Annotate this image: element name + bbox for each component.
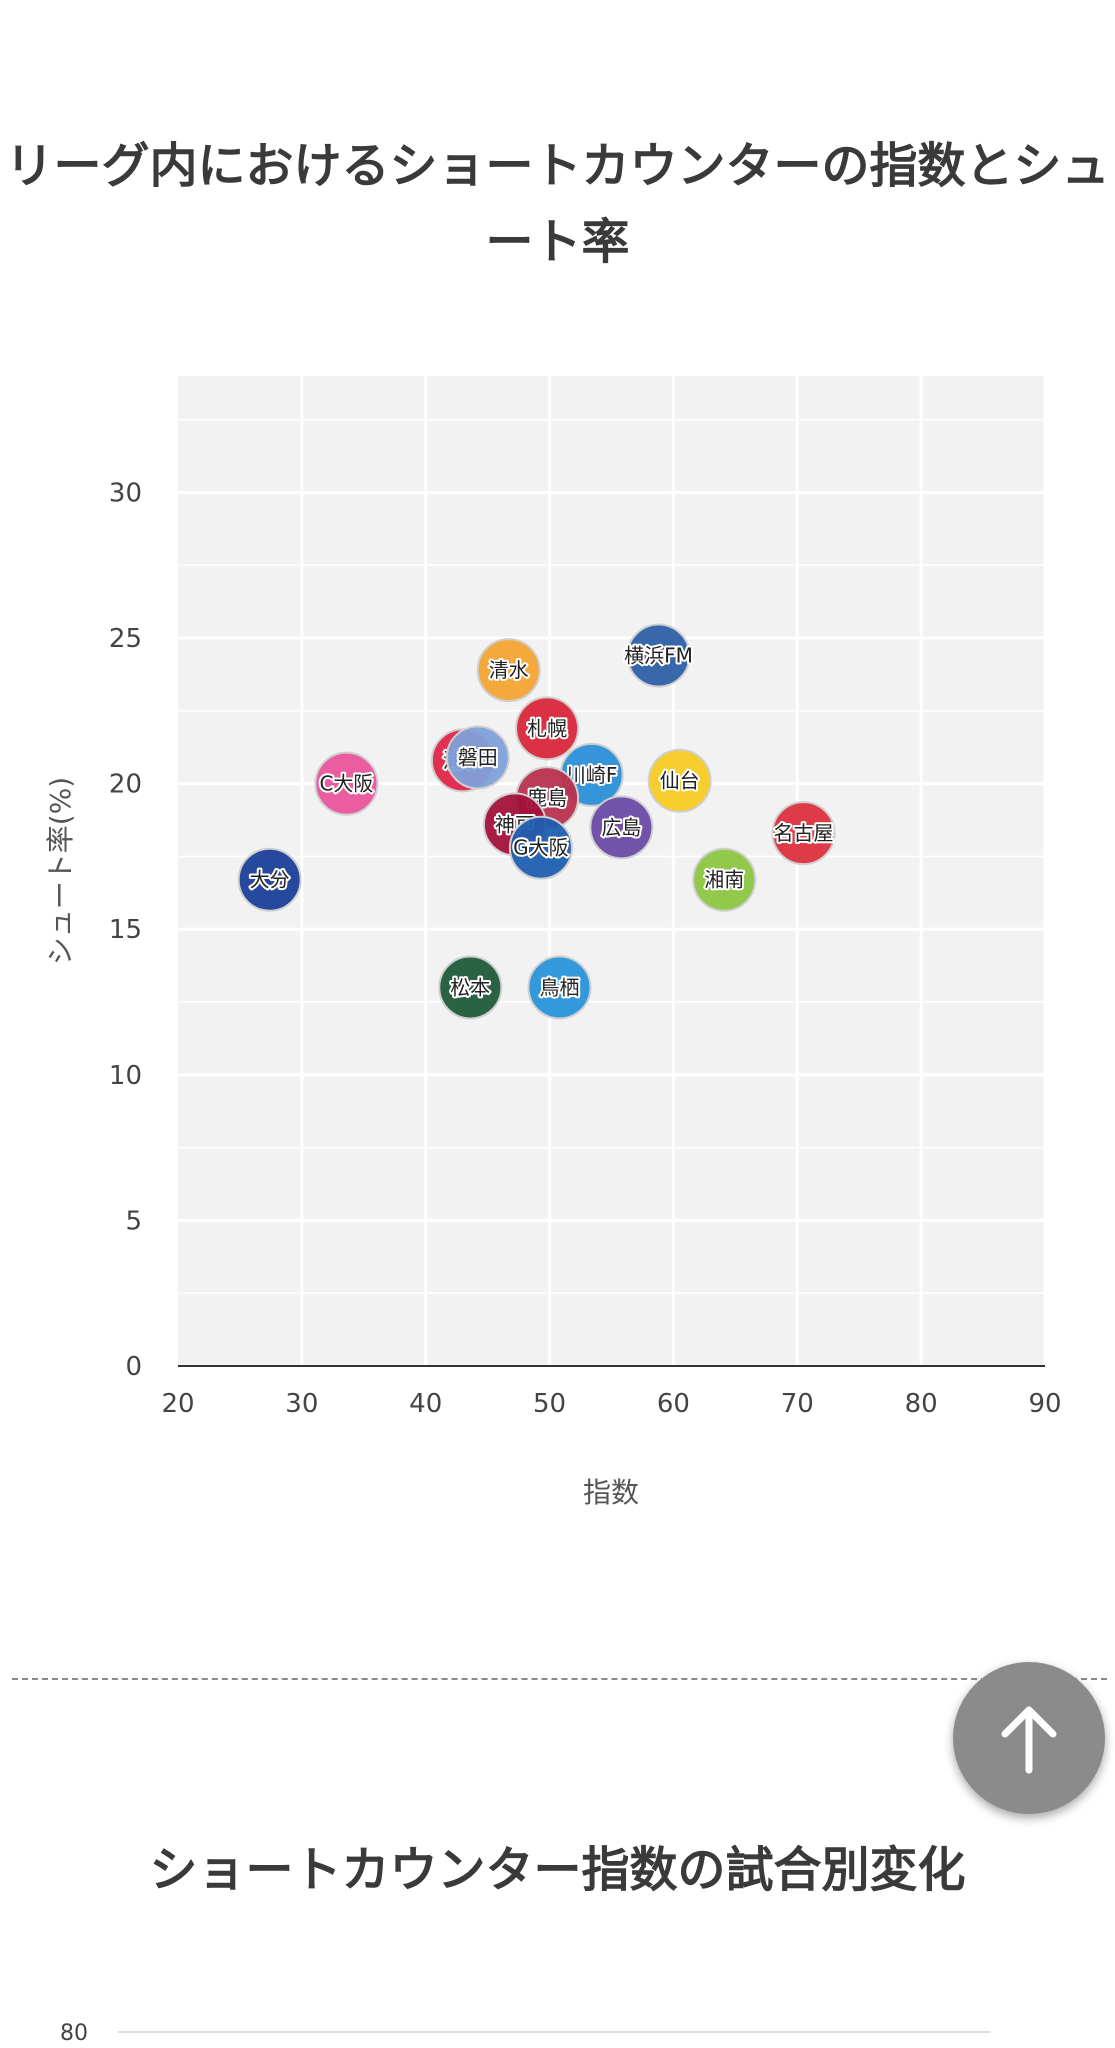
data-point-marker <box>476 638 541 703</box>
plot-background <box>178 376 1045 1366</box>
line-chart-ticks: 80 <box>60 2021 990 2046</box>
data-point-label: 広島 <box>601 815 641 839</box>
x-tick-label: 80 <box>905 1389 938 1419</box>
data-point-label: 横浜FM <box>624 644 693 668</box>
data-point-marker <box>647 748 712 813</box>
y-tick-label: 30 <box>109 478 142 508</box>
x-axis-title: 指数 <box>583 1476 639 1509</box>
chart-title: リーグ内におけるショートカウンターの指数とシュート率 <box>5 138 1110 270</box>
data-point-label: 鳥栖 <box>539 975 579 999</box>
data-point-marker <box>626 623 691 688</box>
x-tick-label: 60 <box>657 1389 690 1419</box>
x-tick-label: 90 <box>1028 1389 1061 1419</box>
data-point-marker <box>527 955 592 1020</box>
data-point-marker <box>314 751 379 816</box>
section-title: ショートカウンター指数の試合別変化 <box>149 1842 966 1898</box>
data-point-marker <box>692 847 757 912</box>
y-tick-label: 5 <box>125 1206 142 1236</box>
data-point-label: G大阪 <box>513 836 569 860</box>
data-point-marker <box>508 815 573 880</box>
y-axis-title: シュート率(%) <box>44 777 77 965</box>
data-point-label: 名古屋 <box>773 821 833 845</box>
scroll-to-top-button[interactable] <box>953 1662 1105 1814</box>
data-point[interactable]: 横浜FM <box>622 623 695 688</box>
data-point-marker <box>589 795 654 860</box>
data-point-marker <box>515 696 580 761</box>
y-tick-label: 80 <box>60 2021 88 2046</box>
line-chart-partial: 80 <box>60 2021 990 2046</box>
data-point[interactable]: 湘南 <box>692 847 757 912</box>
data-point-label: 湘南 <box>704 868 744 892</box>
data-point-marker <box>438 955 503 1020</box>
data-point[interactable]: 磐田 <box>445 725 510 790</box>
data-point-label: 仙台 <box>660 769 700 793</box>
data-point-label: 松本 <box>450 975 490 999</box>
data-point[interactable]: C大阪 <box>314 751 379 816</box>
x-tick-label: 40 <box>409 1389 442 1419</box>
data-point-marker <box>237 847 302 912</box>
arrow-up-icon <box>1001 1706 1057 1774</box>
data-point-label: 大分 <box>250 868 290 892</box>
data-point[interactable]: 鳥栖 <box>527 955 592 1020</box>
data-point-marker <box>445 725 510 790</box>
data-point[interactable]: 仙台 <box>647 748 712 813</box>
data-point[interactable]: 清水 <box>476 638 541 703</box>
data-point[interactable]: 大分 <box>237 847 302 912</box>
data-point-label: 札幌 <box>527 716 567 740</box>
x-tick-label: 50 <box>533 1389 566 1419</box>
x-tick-label: 70 <box>781 1389 814 1419</box>
data-point-label: C大阪 <box>319 772 373 796</box>
x-tick-label: 30 <box>285 1389 318 1419</box>
tick-labels: 20 30 40 50 60 70 80 90 0 5 10 15 20 25 30 <box>109 478 1062 1419</box>
x-tick-label: 20 <box>161 1389 194 1419</box>
y-tick-label: 0 <box>125 1352 142 1382</box>
data-point-label: 川崎F <box>566 763 618 787</box>
data-point[interactable]: G大阪 <box>508 815 573 880</box>
y-tick-label: 25 <box>109 624 142 654</box>
y-tick-label: 20 <box>109 770 142 800</box>
data-point[interactable]: 広島 <box>589 795 654 860</box>
data-point-label: 清水 <box>489 658 529 682</box>
data-point-marker <box>771 801 836 866</box>
data-point[interactable]: 松本 <box>438 955 503 1020</box>
y-tick-label: 15 <box>109 915 142 945</box>
data-points: 横浜FM清水札幌浦和磐田C大阪川崎F仙台鹿島神戸広島G大阪名古屋湘南大分松本鳥栖 <box>237 623 836 1020</box>
data-point[interactable]: 名古屋 <box>771 801 836 866</box>
data-point-label: 磐田 <box>458 745 498 769</box>
data-point[interactable]: 札幌 <box>515 696 580 761</box>
section-divider <box>12 1678 1107 1680</box>
y-tick-label: 10 <box>109 1061 142 1091</box>
